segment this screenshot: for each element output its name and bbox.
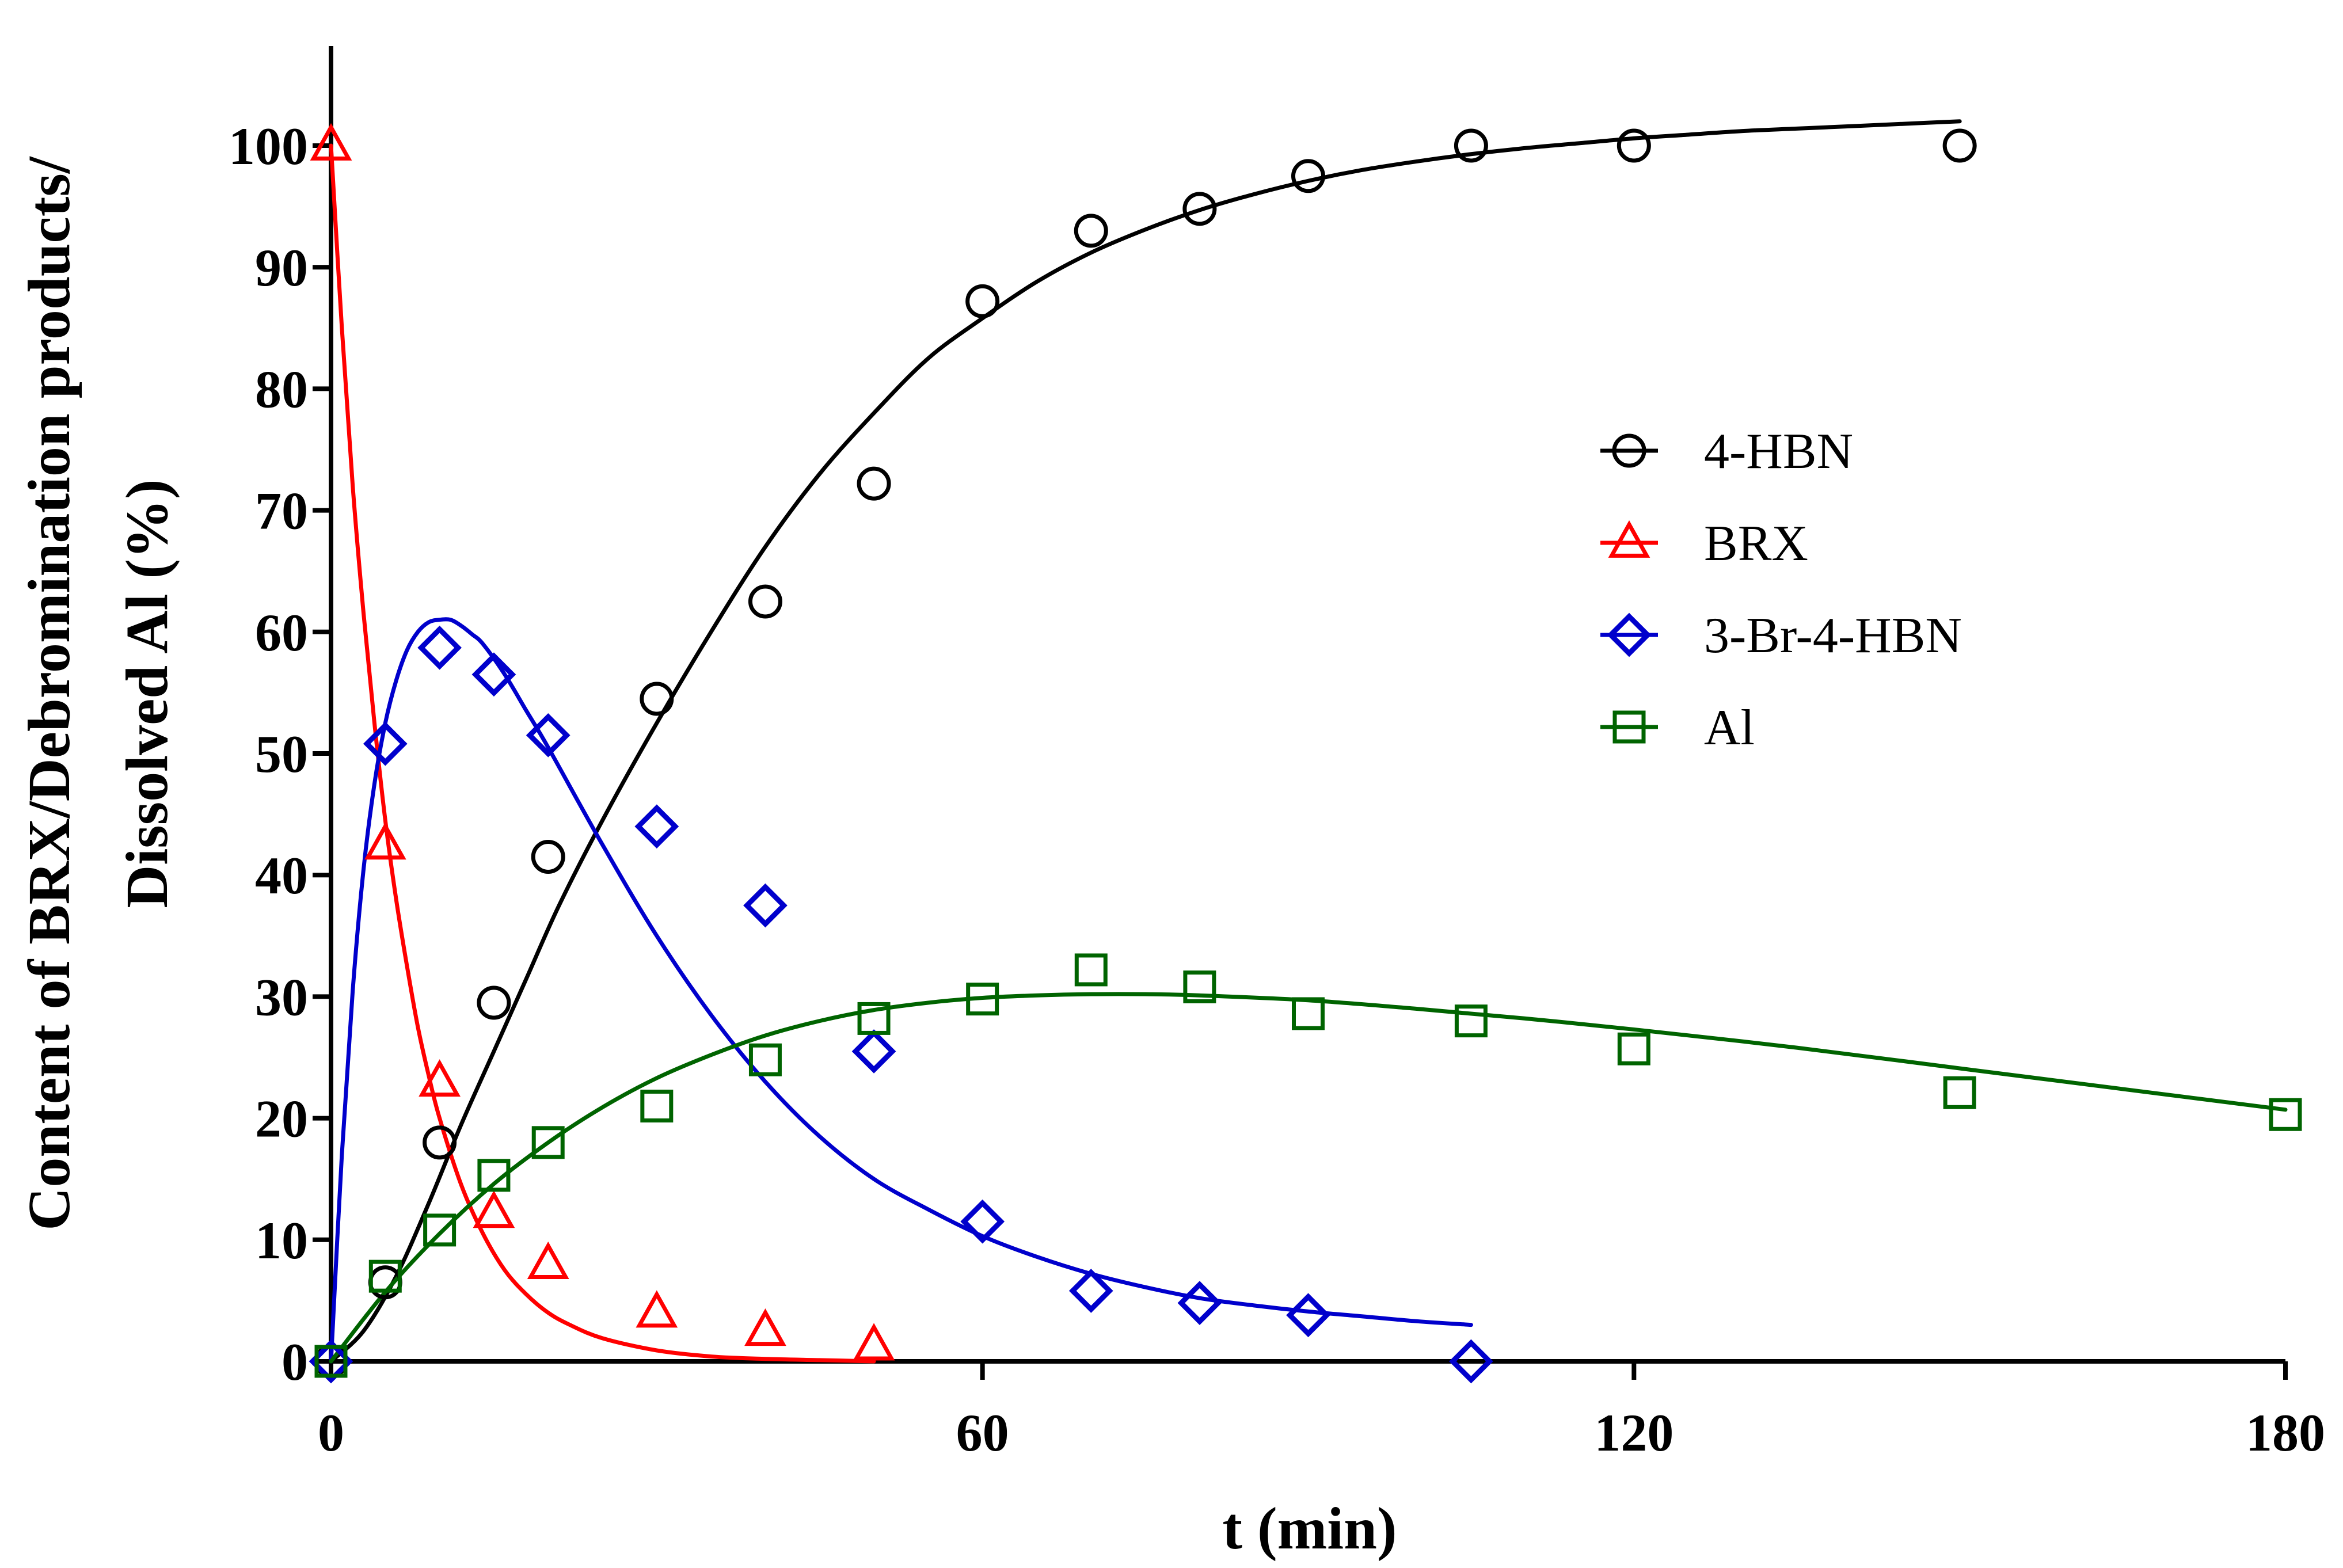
data-point-4-hbn [1942,128,1977,163]
y-tick-label: 100 [229,117,308,176]
data-point-3-br-4-hbn [309,1339,353,1384]
data-point-al [423,1213,457,1247]
data-point-al [640,1089,674,1122]
x-tick-label: 180 [2246,1403,2325,1462]
data-point-3-br-4-hbn [1068,1269,1113,1313]
data-point-3-br-4-hbn [851,1029,896,1074]
x-tick-label: 60 [956,1403,1009,1462]
x-axis-title: t (min) [1222,1495,1397,1562]
data-point-al [1292,997,1325,1030]
legend-label-brx: BRX [1704,516,1808,572]
data-point-al [748,1043,782,1076]
data-point-3-br-4-hbn [743,883,788,928]
data-point-al [531,1126,565,1159]
legend-marker-4-hbn [1612,433,1646,468]
data-point-al [2269,1098,2302,1131]
data-point-4-hbn [857,466,891,501]
fit-curve-3-br-4-hbn [329,617,1473,1364]
fit-curve-brx [329,143,876,1364]
data-point-4-hbn [640,682,674,716]
data-point-3-br-4-hbn [1177,1281,1222,1325]
x-tick-label: 0 [318,1403,344,1462]
data-point-brx [636,1290,678,1328]
data-point-4-hbn [748,584,782,619]
y-tick-label: 90 [255,238,308,297]
fit-curves [329,119,2288,1364]
data-point-al [368,1259,402,1293]
y-tick-label: 20 [255,1090,308,1148]
data-point-brx [364,822,406,860]
data-point-3-br-4-hbn [417,625,462,670]
data-point-al [857,1002,891,1035]
data-point-al [1943,1076,1976,1109]
data-point-brx [853,1323,895,1361]
legend-item-4-hbn: 4-HBN [1600,424,1853,479]
legend-label-4-hbn: 4-HBN [1704,424,1853,479]
y-tick-label: 40 [255,846,308,905]
data-point-al [477,1159,511,1192]
y-tick-label: 50 [255,725,308,783]
data-point-4-hbn [423,1125,457,1160]
data-point-4-hbn [1182,192,1217,226]
legend-marker-brx [1608,520,1650,558]
data-point-3-br-4-hbn [960,1199,1005,1244]
data-point-3-br-4-hbn [363,721,408,766]
data-point-al [314,1345,348,1378]
data-point-al [1183,971,1216,1004]
data-markers [309,123,2302,1384]
data-point-brx [419,1059,461,1097]
data-point-4-hbn [965,284,1000,318]
data-point-4-hbn [1291,159,1325,193]
legend: 4-HBN BRX 3-Br-4-HBN Al [1600,424,1962,756]
data-point-brx [473,1190,515,1228]
data-point-3-br-4-hbn [1449,1339,1493,1384]
data-point-3-br-4-hbn [634,804,679,849]
legend-item-3-br-4-hbn: 3-Br-4-HBN [1600,608,1962,664]
y-tick-label: 60 [255,603,308,662]
y-axis-title-line-1: Content of BRX/Debromination products/ [16,156,82,1231]
legend-label-al: Al [1704,700,1755,756]
data-point-3-br-4-hbn [1286,1293,1330,1338]
data-point-3-br-4-hbn [526,713,570,758]
y-tick-label: 0 [282,1333,308,1391]
data-point-al [1074,953,1108,987]
legend-item-brx: BRX [1600,516,1808,572]
data-point-4-hbn [1616,128,1651,163]
data-point-brx [310,123,352,161]
data-point-al [1617,1032,1650,1065]
y-tick-label: 80 [255,360,308,418]
data-point-al [1454,1004,1488,1038]
fit-curve-al [329,992,2288,1364]
axis-titles: t (min) Content of BRX/Debromination pro… [16,156,1397,1562]
legend-label-3-br-4-hbn: 3-Br-4-HBN [1704,608,1962,664]
y-tick-label: 30 [255,968,308,1026]
data-point-4-hbn [1074,214,1108,248]
data-point-4-hbn [477,985,511,1020]
legend-item-al: Al [1600,700,1755,756]
data-point-brx [527,1241,569,1279]
legend-marker-3-br-4-hbn [1607,612,1652,657]
data-point-al [966,983,999,1016]
y-axis-title-line-2: Dissolved Al (%) [114,479,180,908]
legend-marker-al [1612,710,1646,744]
y-tick-label: 10 [255,1211,308,1270]
data-point-4-hbn [1454,128,1488,163]
data-point-brx [744,1308,786,1346]
data-point-3-br-4-hbn [471,652,516,697]
x-tick-label: 120 [1594,1403,1673,1462]
data-point-4-hbn [531,840,565,874]
y-tick-label: 70 [255,482,308,541]
axes: 0 10 20 30 40 50 60 70 80 90 100 0 60 120 180 [229,46,2325,1462]
